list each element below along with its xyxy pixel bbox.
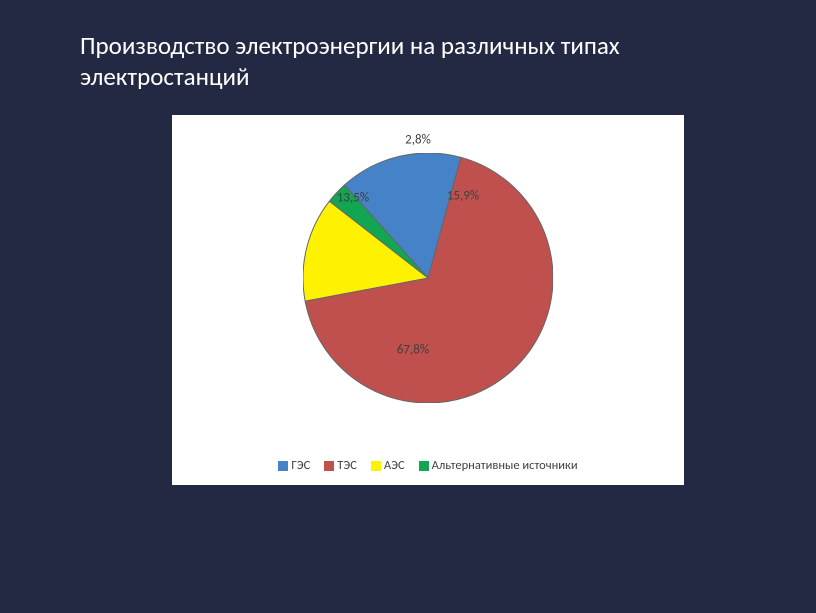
legend-label: Альтернативные источники [432,458,578,473]
legend-item: ГЭС [278,458,310,473]
legend-item: Альтернативные источники [419,458,578,473]
pie-slice-label: 13,5% [337,190,369,205]
legend-item: ТЭС [324,458,357,473]
pie-chart: 15,9%67,8%13,5%2,8% [303,153,553,403]
legend-label: АЭС [384,458,405,473]
legend-swatch [278,461,288,471]
pie-chart-panel: 15,9% 67,8% 13,5% 2,8% ГЭС ТЭС АЭС Альтернатив… [172,115,684,485]
legend-label: ГЭС [291,458,310,473]
legend-item: АЭС [371,458,405,473]
pie-slice-label: 2,8% [405,132,431,147]
chart-legend: ГЭС ТЭС АЭС Альтернативные источники [172,458,684,473]
legend-swatch [324,461,334,471]
slide-title: Производство электроэнергии на различных… [0,0,816,93]
pie-slice-label: 67,8% [397,342,429,357]
pie-slice-label: 15,9% [447,188,479,203]
legend-swatch [419,461,429,471]
legend-label: ТЭС [337,458,357,473]
legend-swatch [371,461,381,471]
